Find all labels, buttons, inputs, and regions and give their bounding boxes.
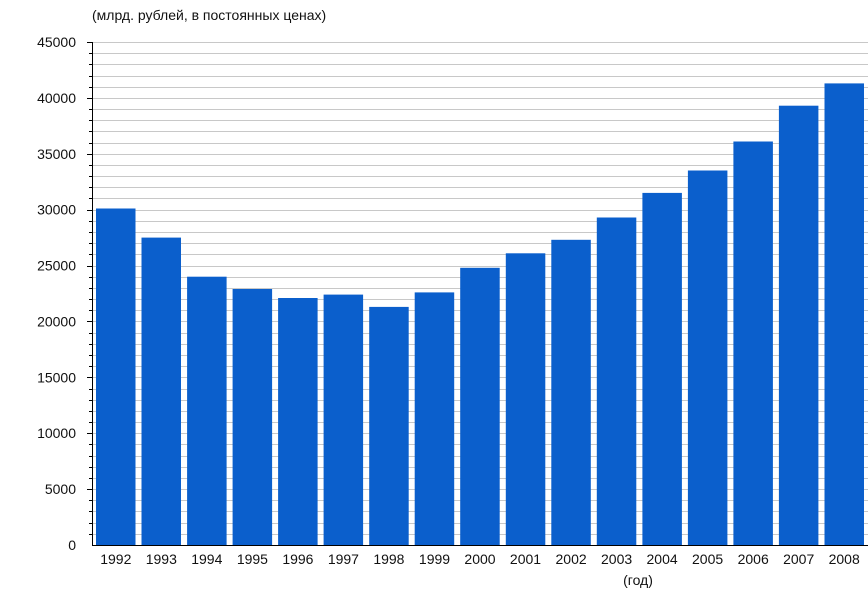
bar-2003 (596, 217, 637, 545)
bar-2000 (460, 267, 500, 545)
x-tick-label: 2000 (464, 551, 495, 567)
x-tick-label: 1995 (237, 551, 268, 567)
y-tick-label: 40000 (37, 90, 76, 106)
x-tick-label: 1996 (282, 551, 313, 567)
bar-1994 (187, 276, 227, 545)
x-tick-label: 2007 (783, 551, 814, 567)
bar-2006 (733, 141, 773, 545)
x-tick-label: 2005 (692, 551, 723, 567)
bar-2007 (778, 105, 819, 545)
x-tick-label: 2003 (601, 551, 632, 567)
bar-1995 (232, 289, 273, 545)
x-tick-label: 1998 (373, 551, 404, 567)
bar-2008 (824, 83, 864, 546)
bar-1996 (278, 298, 318, 545)
y-tick-label: 10000 (37, 425, 76, 441)
y-tick-labels: 0 5000 10000 15000 20000 25000 30000 35000 40000… (37, 34, 76, 553)
bar-1992 (96, 208, 136, 545)
bar-2002 (551, 239, 591, 546)
x-tick-label: 2008 (829, 551, 860, 567)
x-axis-label: (год) (623, 572, 653, 588)
x-tick-label: 2006 (738, 551, 769, 567)
y-tick-label: 20000 (37, 313, 76, 329)
bar-1993 (141, 237, 181, 545)
axes (87, 42, 868, 546)
y-tick-label: 15000 (37, 369, 76, 385)
x-tick-label: 2001 (510, 551, 541, 567)
y-axis-label: (млрд. рублей, в постоянных ценах) (92, 7, 326, 23)
y-tick-label: 5000 (45, 481, 76, 497)
bar-2004 (642, 192, 682, 545)
bar-2005 (687, 170, 728, 545)
y-tick-label: 25000 (37, 258, 76, 274)
bar-1999 (414, 292, 455, 545)
bar-2001 (505, 253, 546, 546)
x-tick-label: 1992 (100, 551, 131, 567)
x-tick-label: 2004 (647, 551, 678, 567)
x-tick-label: 1997 (328, 551, 359, 567)
x-tick-label: 1999 (419, 551, 450, 567)
x-tick-labels: 1992 1993 1994 1995 1996 1997 1998 1999 2000 2001… (100, 551, 860, 567)
x-tick-label: 1994 (191, 551, 222, 567)
x-tick-label: 2002 (556, 551, 587, 567)
y-tick-label: 30000 (37, 202, 76, 218)
y-tick-label: 0 (68, 537, 76, 553)
bar-1997 (323, 294, 364, 545)
bars (96, 83, 864, 546)
bar-1998 (369, 306, 409, 545)
y-tick-label: 45000 (37, 34, 76, 50)
x-tick-label: 1993 (146, 551, 177, 567)
y-tick-label: 35000 (37, 146, 76, 162)
